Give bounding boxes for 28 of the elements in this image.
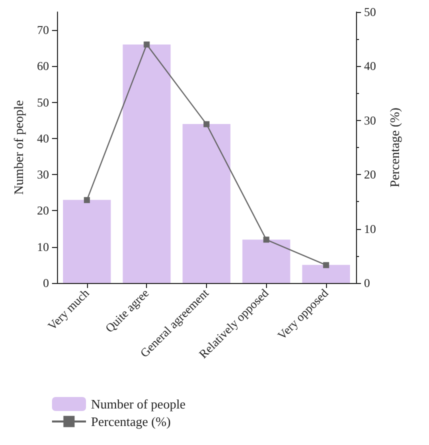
y2-tick-label: 20 [364, 168, 376, 182]
bar [242, 240, 290, 283]
y-tick-label: 40 [37, 131, 49, 146]
point [84, 197, 90, 204]
bar [302, 264, 350, 283]
y2-tick-label: 10 [364, 222, 376, 236]
y-tick-label: 0 [43, 276, 49, 290]
bar [182, 124, 230, 283]
y-tick-label: 60 [37, 59, 49, 74]
y-tick-label: 50 [37, 95, 49, 110]
point [204, 121, 210, 128]
y2-tick-label: 50 [364, 5, 376, 19]
point [323, 262, 330, 268]
y2-tick-label: 30 [364, 113, 376, 128]
y-tick-label: 70 [37, 23, 49, 38]
legend-label: Number of people [91, 396, 186, 412]
y-tick-label: 10 [37, 240, 49, 254]
bar [62, 200, 111, 283]
y-tick-label: 30 [37, 168, 49, 182]
legend-label: Percentage (%) [91, 414, 171, 429]
point [263, 236, 270, 243]
y2-tick-label: 0 [364, 276, 370, 290]
y2-axis-title: Percentage (%) [387, 108, 402, 188]
y-axis-title: Number of people [11, 100, 26, 195]
y2-tick-label: 40 [364, 59, 376, 74]
point [144, 42, 150, 48]
y-tick-label: 20 [37, 204, 49, 218]
bar [122, 44, 171, 283]
